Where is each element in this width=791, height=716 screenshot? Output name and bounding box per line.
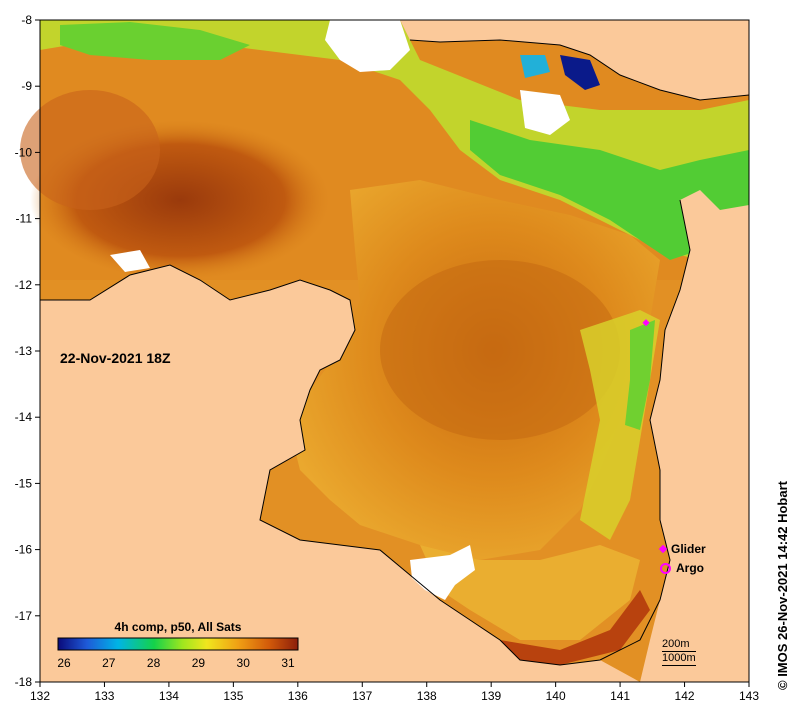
gulf-south-hot-rim: [500, 590, 650, 665]
coastline: [40, 199, 691, 666]
legend-argo: Argo: [660, 561, 704, 575]
colorbar-tick-label: 26: [57, 656, 71, 670]
credit-text: © IMOS 26-Nov-2021 14:42 Hobart: [775, 481, 790, 690]
x-tick-label: 135: [223, 689, 243, 703]
x-tick-label: 143: [739, 689, 759, 703]
y-tick-label: -15: [15, 476, 33, 490]
y-tick-label: -13: [15, 344, 33, 358]
gulf-east-green: [625, 320, 655, 430]
date-label: 22-Nov-2021 18Z: [60, 350, 171, 366]
x-tick-label: 142: [675, 689, 695, 703]
hot-zone-west: [20, 90, 160, 210]
y-tick-label: -8: [21, 13, 32, 27]
no-data-west: [110, 250, 150, 272]
contour-1000m: 1000m: [662, 652, 696, 666]
land-cape-york: [640, 190, 749, 682]
colorbar-ticks: 26 27 28 29 30 31: [57, 656, 295, 670]
colorbar-tick-label: 27: [102, 656, 116, 670]
cyan-patch-north: [520, 55, 550, 78]
legend-argo-label: Argo: [676, 561, 704, 575]
x-tick-label: 133: [94, 689, 114, 703]
x-tick-label: 138: [417, 689, 437, 703]
blue-patch-north: [560, 55, 600, 90]
contour-key: 200m 1000m: [662, 638, 696, 666]
gulf-hot-core: [380, 260, 620, 440]
colorbar-tick-label: 31: [281, 656, 295, 670]
legend-glider-label: Glider: [671, 542, 706, 556]
coastline-new-guinea: [409, 39, 750, 101]
legend-glider: Glider: [658, 542, 706, 556]
no-data-gulf-south: [410, 545, 475, 600]
y-tick-label: -12: [15, 278, 33, 292]
x-tick-label: 132: [30, 689, 50, 703]
argo-icon: [660, 562, 671, 574]
y-tick-label: -10: [15, 145, 33, 159]
y-tick-label: -18: [15, 675, 33, 689]
x-tick-label: 140: [546, 689, 566, 703]
x-tick-label: 141: [610, 689, 630, 703]
glider-icon: [658, 544, 668, 554]
colorbar: [57, 637, 299, 651]
no-data-north-1: [325, 20, 410, 72]
y-tick-label: -17: [15, 609, 33, 623]
y-axis: -8 -9 -10 -11 -12 -13 -14 -15 -16 -17 -18: [15, 13, 40, 689]
gulf-south-band: [420, 545, 640, 640]
y-tick-label: -11: [16, 212, 33, 226]
colorbar-tick-label: 29: [192, 656, 206, 670]
x-tick-label: 139: [481, 689, 501, 703]
colorbar-tick-label: 28: [147, 656, 161, 670]
colorbar-tick-label: 30: [237, 656, 251, 670]
no-data-north-2: [520, 90, 570, 135]
colorbar-title: 4h comp, p50, All Sats: [114, 620, 242, 634]
x-tick-label: 136: [288, 689, 308, 703]
y-tick-label: -9: [21, 79, 32, 93]
green-band-north: [470, 120, 749, 260]
x-tick-label: 134: [159, 689, 179, 703]
land-arnhem-land: [40, 265, 640, 682]
y-tick-label: -16: [15, 543, 33, 557]
x-tick-label: 137: [352, 689, 372, 703]
glider-marker: [642, 319, 650, 327]
x-axis: 132 133 134 135 136 137 138 139 140 141 142 143: [30, 682, 759, 703]
contour-200m: 200m: [662, 638, 696, 652]
green-patch-nw: [60, 22, 250, 60]
y-tick-label: -14: [15, 410, 33, 424]
